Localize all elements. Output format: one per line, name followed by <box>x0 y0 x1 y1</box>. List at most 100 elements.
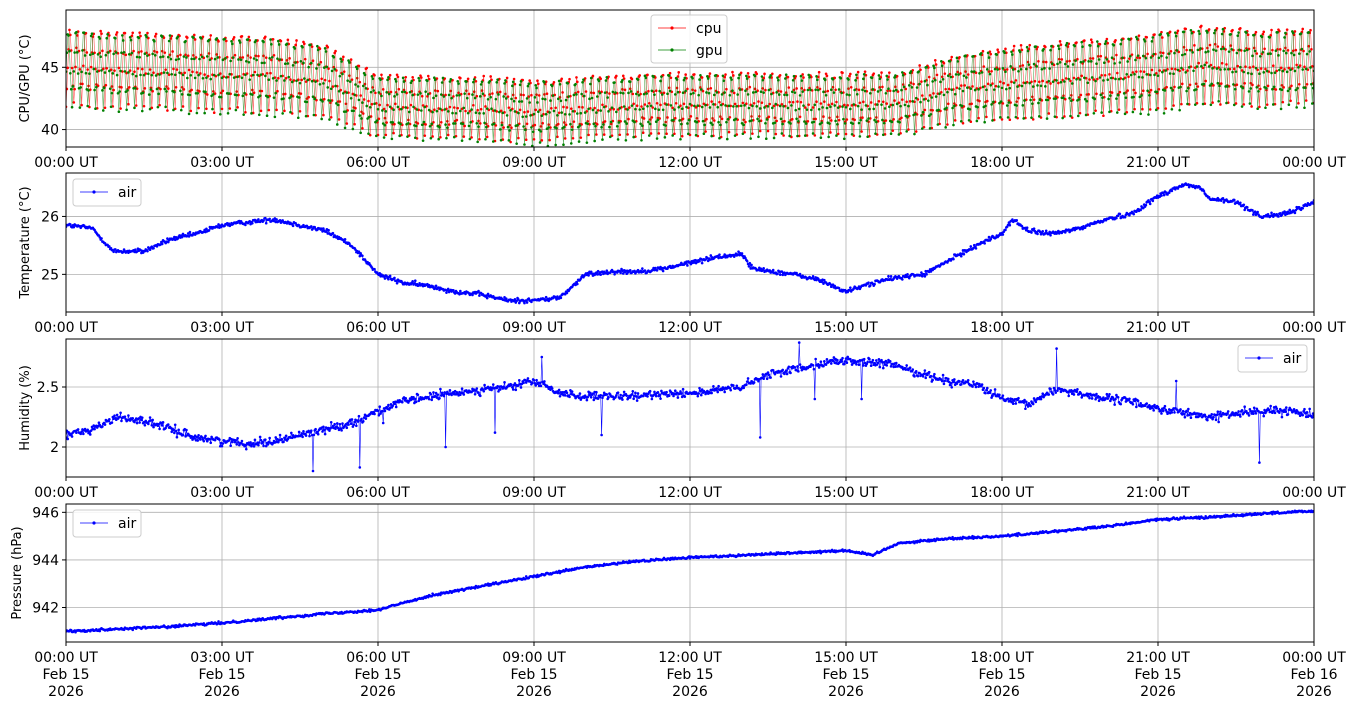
data-point <box>82 432 85 436</box>
data-point <box>423 105 427 109</box>
data-point <box>632 102 635 106</box>
data-point <box>128 69 132 72</box>
x-tick-label: 06:00 UT <box>346 155 410 171</box>
data-point <box>1127 75 1130 79</box>
data-point <box>827 135 830 139</box>
data-point <box>195 71 199 74</box>
data-point <box>158 427 161 431</box>
data-point <box>95 85 98 89</box>
data-point <box>1277 215 1280 218</box>
data-point <box>127 52 131 56</box>
data-point <box>747 106 751 110</box>
data-point <box>159 55 162 59</box>
data-point <box>871 88 875 91</box>
data-point <box>1093 97 1097 101</box>
data-point <box>868 284 872 287</box>
data-point <box>439 136 442 139</box>
data-point <box>512 99 516 103</box>
data-point <box>911 100 915 103</box>
data-point <box>517 384 520 387</box>
data-point <box>808 75 811 79</box>
data-point <box>740 121 744 125</box>
data-point <box>789 122 792 125</box>
data-point <box>815 75 818 78</box>
data-point <box>187 112 191 116</box>
data-point <box>1215 27 1219 30</box>
data-point <box>1232 103 1236 107</box>
data-point <box>831 78 835 81</box>
data-point <box>338 422 342 426</box>
data-point <box>250 444 253 448</box>
data-point <box>1231 70 1234 74</box>
data-point <box>192 33 196 37</box>
data-point <box>376 409 380 413</box>
data-point <box>965 76 968 79</box>
data-point <box>901 73 905 77</box>
data-point <box>304 434 308 437</box>
data-point <box>279 39 283 43</box>
data-point <box>733 102 737 106</box>
data-point <box>264 56 268 59</box>
data-point <box>185 56 188 59</box>
data-point <box>154 74 158 77</box>
data-point <box>500 123 504 127</box>
data-point <box>442 394 446 398</box>
data-point <box>1254 66 1258 70</box>
data-point <box>342 91 345 95</box>
data-point <box>806 88 810 92</box>
data-point <box>1213 29 1217 32</box>
data-point <box>586 122 590 126</box>
data-point <box>304 80 308 83</box>
data-point <box>927 114 931 118</box>
data-point <box>1216 81 1220 85</box>
data-point <box>348 80 352 83</box>
data-point <box>508 129 512 132</box>
data-point <box>532 112 536 116</box>
data-point <box>987 235 991 239</box>
data-point <box>193 38 197 41</box>
data-point <box>140 50 143 53</box>
data-point <box>647 101 651 105</box>
data-point <box>936 123 940 126</box>
data-point <box>333 422 336 426</box>
data-point <box>1243 49 1246 53</box>
data-point <box>112 52 115 56</box>
data-point <box>1078 111 1082 115</box>
data-point <box>153 35 157 38</box>
data-point <box>646 73 649 77</box>
data-point <box>959 254 963 258</box>
data-point <box>1085 99 1089 103</box>
data-point <box>973 88 977 92</box>
data-point <box>680 107 684 110</box>
x-tick-label: 00:00 UT <box>1282 155 1346 171</box>
data-point <box>883 107 887 110</box>
data-point <box>970 102 973 106</box>
data-point <box>1179 85 1182 89</box>
data-point <box>1280 88 1284 92</box>
data-point <box>486 292 490 296</box>
data-point <box>624 139 628 142</box>
data-point <box>504 97 508 100</box>
data-point <box>1311 86 1314 90</box>
data-point <box>1221 27 1225 31</box>
data-point <box>1142 70 1146 73</box>
data-point <box>407 121 410 125</box>
data-point <box>260 89 264 93</box>
data-point <box>353 420 356 424</box>
data-point <box>848 93 851 97</box>
data-point <box>923 108 927 112</box>
data-point <box>239 441 243 445</box>
data-point <box>1208 84 1212 87</box>
data-point <box>322 428 326 432</box>
data-point <box>210 94 213 98</box>
data-point <box>907 84 911 87</box>
data-point <box>1173 85 1176 89</box>
data-point <box>1175 49 1179 52</box>
data-point <box>479 107 483 111</box>
data-point <box>510 126 513 130</box>
data-point <box>985 68 989 71</box>
data-point <box>1148 94 1151 97</box>
data-point <box>69 87 73 91</box>
data-point <box>361 254 364 258</box>
data-point <box>673 132 676 136</box>
